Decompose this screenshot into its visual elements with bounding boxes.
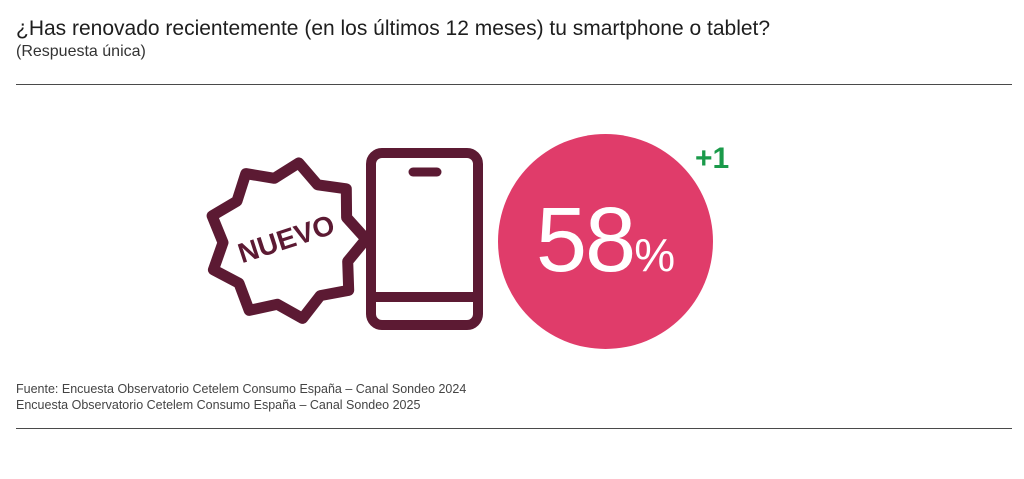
sources: Fuente: Encuesta Observatorio Cetelem Co… — [16, 381, 466, 413]
stat-circle: 58% — [498, 134, 713, 349]
chart-title: ¿Has renovado recientemente (en los últi… — [16, 17, 771, 40]
badge-label: NUEVO — [234, 209, 338, 269]
top-divider — [16, 84, 1012, 85]
chart-subtitle: (Respuesta única) — [16, 43, 146, 60]
stat-unit: % — [634, 229, 676, 281]
change-indicator: +1 — [695, 142, 730, 175]
badge-scalloped-shape — [206, 157, 372, 324]
stat-value: 58% — [498, 190, 713, 290]
source-line-2: Encuesta Observatorio Cetelem Consumo Es… — [16, 398, 421, 412]
chart-header: ¿Has renovado recientemente (en los últi… — [16, 16, 1012, 62]
stat-number: 58 — [535, 189, 636, 291]
smartphone-icon — [366, 148, 483, 330]
new-badge-icon: NUEVO — [206, 157, 372, 324]
source-line-1: Fuente: Encuesta Observatorio Cetelem Co… — [16, 382, 467, 396]
bottom-divider — [16, 428, 1012, 429]
illustration: NUEVO — [205, 140, 505, 340]
phone-body — [366, 148, 483, 330]
